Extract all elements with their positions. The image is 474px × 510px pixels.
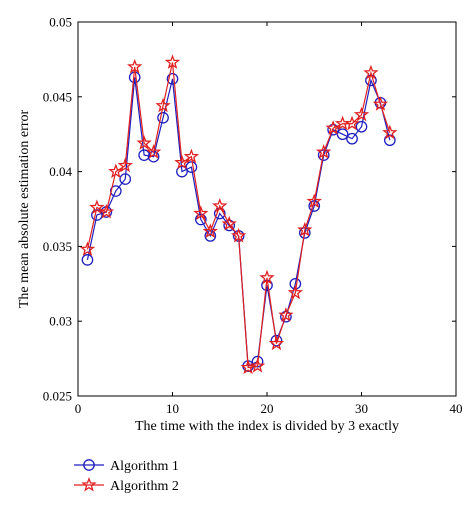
data-point xyxy=(317,149,330,161)
data-point xyxy=(81,254,94,266)
x-axis-label: The time with the index is divided by 3 … xyxy=(135,419,399,434)
data-point xyxy=(164,54,181,69)
data-point xyxy=(183,148,200,164)
data-point xyxy=(372,96,389,111)
x-tick-label: 40 xyxy=(450,401,463,416)
data-point xyxy=(89,199,105,215)
data-point xyxy=(278,307,294,322)
data-point xyxy=(259,269,275,285)
data-point xyxy=(166,72,179,85)
data-point xyxy=(268,335,285,351)
data-point xyxy=(212,197,228,213)
data-point xyxy=(298,227,311,239)
data-point xyxy=(355,120,368,133)
data-point xyxy=(221,215,237,231)
legend-marker xyxy=(81,476,97,492)
data-point xyxy=(249,358,266,373)
data-point xyxy=(346,132,358,145)
legend-item: Algorithm 2 xyxy=(74,476,179,494)
data-point xyxy=(344,115,360,131)
data-point xyxy=(280,310,292,323)
y-tick-label: 0.05 xyxy=(49,15,72,30)
y-axis-label: The mean absolute estimation error xyxy=(17,110,32,309)
data-point xyxy=(119,173,132,185)
series-line xyxy=(86,62,391,369)
y-tick-label: 0.045 xyxy=(43,89,72,104)
data-point xyxy=(223,219,236,232)
series-1 xyxy=(81,71,396,372)
series-line xyxy=(86,77,391,367)
legend-marker xyxy=(83,459,95,471)
data-point xyxy=(98,203,115,219)
data-point xyxy=(306,193,322,209)
data-point xyxy=(382,124,398,140)
data-point xyxy=(202,223,218,238)
data-point xyxy=(251,355,264,368)
y-tick-label: 0.03 xyxy=(49,314,72,329)
legend-label: Algorithm 2 xyxy=(110,479,179,494)
y-tick-label: 0.035 xyxy=(43,239,72,254)
data-point xyxy=(117,157,133,173)
legend: Algorithm 1 Algorithm 2 xyxy=(74,459,179,494)
x-tick-label: 10 xyxy=(166,401,179,416)
data-point xyxy=(325,120,341,135)
legend-item: Algorithm 1 xyxy=(74,459,179,474)
x-tick-label: 0 xyxy=(75,401,82,416)
data-point xyxy=(193,205,209,221)
data-point xyxy=(297,221,313,237)
series-layer xyxy=(79,54,398,375)
data-point xyxy=(353,106,370,122)
y-tick-label: 0.025 xyxy=(43,389,72,404)
legend-label: Algorithm 1 xyxy=(110,459,179,474)
data-point xyxy=(138,149,150,161)
series-2 xyxy=(79,54,398,375)
data-point xyxy=(174,154,190,170)
data-point xyxy=(176,165,188,178)
data-point xyxy=(136,135,152,150)
data-point xyxy=(185,161,198,173)
data-point xyxy=(155,97,171,113)
data-point xyxy=(316,144,332,159)
data-point xyxy=(157,111,169,124)
data-point xyxy=(127,58,143,74)
data-point xyxy=(108,163,124,179)
data-point xyxy=(145,144,162,159)
data-point xyxy=(79,241,96,256)
data-point xyxy=(230,227,247,243)
y-tick-label: 0.04 xyxy=(49,164,72,179)
data-point xyxy=(287,284,304,300)
x-tick-label: 20 xyxy=(261,401,274,416)
x-tick-label: 30 xyxy=(355,401,368,416)
data-point xyxy=(109,185,122,197)
ticks-layer: 0 10 20 30 40 0.025 0.03 0.035 0.04 0.045 0.05 xyxy=(43,15,463,417)
data-point xyxy=(363,64,379,80)
